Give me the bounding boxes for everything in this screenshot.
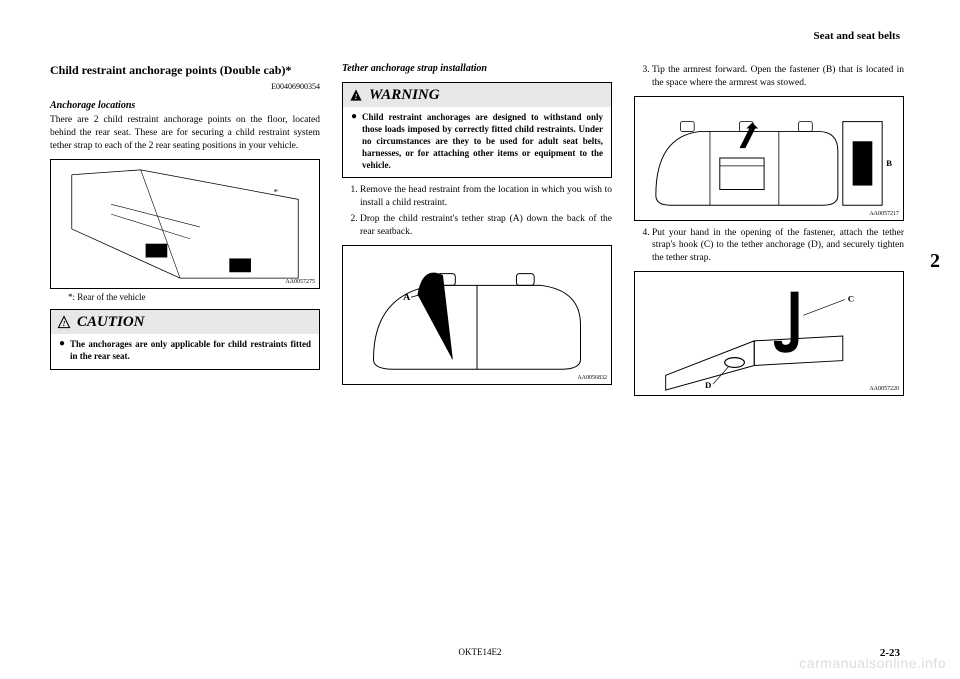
c2-step1: Remove the head restraint from the locat… xyxy=(360,184,612,210)
c1-title: Child restraint anchorage points (Double… xyxy=(50,62,320,78)
c1-ref: E00406900354 xyxy=(50,82,320,93)
watermark: carmanualsonline.info xyxy=(799,655,946,671)
c1-figure: * AA0057275 xyxy=(50,159,320,289)
warning-body: ● Child restraint anchorages are designe… xyxy=(343,107,611,178)
c2-fig-id: AA0056832 xyxy=(577,374,607,382)
c2-step2: Drop the child restraint's tether strap … xyxy=(360,213,612,239)
armrest-diagram-icon: B xyxy=(635,97,903,220)
c2-steps: Remove the head restraint from the locat… xyxy=(342,184,612,238)
svg-text:B: B xyxy=(886,158,892,168)
column-2: Tether anchorage strap installation ! WA… xyxy=(342,58,612,398)
hook-anchorage-diagram-icon: C D xyxy=(635,272,903,395)
warning-title-text: WARNING xyxy=(369,85,440,105)
anchorage-diagram-icon: * xyxy=(51,160,319,288)
caution-title-text: CAUTION xyxy=(77,312,145,332)
svg-text:*: * xyxy=(274,186,278,196)
tether-strap-diagram-icon: A xyxy=(343,246,611,384)
c3-step3: Tip the armrest forward. Open the fasten… xyxy=(652,64,904,90)
manual-page: Seat and seat belts Child restraint anch… xyxy=(0,0,960,679)
bullet-icon: ● xyxy=(351,112,357,172)
c1-fig-id: AA0057275 xyxy=(285,278,315,286)
warning-header: ! WARNING xyxy=(343,83,611,107)
c2-subtitle: Tether anchorage strap installation xyxy=(342,62,612,76)
caution-box: ! CAUTION ● The anchorages are only appl… xyxy=(50,309,320,370)
footer-center: OKTE14E2 xyxy=(459,647,502,657)
caution-text: The anchorages are only applicable for c… xyxy=(70,338,311,362)
caution-body: ● The anchorages are only applicable for… xyxy=(51,334,319,368)
c3-fig2-id: AA0057220 xyxy=(869,385,899,393)
warning-triangle-icon: ! xyxy=(349,88,363,102)
svg-text:A: A xyxy=(403,292,411,303)
c3-steps-b: Put your hand in the opening of the fast… xyxy=(634,227,904,265)
c2-figure: A AA0056832 xyxy=(342,245,612,385)
chapter-tab: 2 xyxy=(930,250,940,273)
c3-fig1-id: AA0057217 xyxy=(869,210,899,218)
column-3: Tip the armrest forward. Open the fasten… xyxy=(634,58,904,398)
c3-figure-2: C D AA0057220 xyxy=(634,271,904,396)
svg-text:C: C xyxy=(848,294,854,304)
svg-text:D: D xyxy=(705,380,711,390)
svg-text:!: ! xyxy=(63,319,66,328)
section-header: Seat and seat belts xyxy=(814,30,900,42)
c1-subtitle: Anchorage locations xyxy=(50,99,320,113)
svg-text:!: ! xyxy=(355,92,358,101)
warning-box: ! WARNING ● Child restraint anchorages a… xyxy=(342,82,612,179)
content-columns: Child restraint anchorage points (Double… xyxy=(50,58,910,398)
warning-text: Child restraint anchorages are designed … xyxy=(362,111,603,172)
c1-para: There are 2 child restraint anchorage po… xyxy=(50,114,320,152)
caution-header: ! CAUTION xyxy=(51,310,319,334)
caution-triangle-icon: ! xyxy=(57,315,71,329)
c1-fig-note: *: Rear of the vehicle xyxy=(68,291,320,303)
c3-figure-1: B AA0057217 xyxy=(634,96,904,221)
bullet-icon: ● xyxy=(59,339,65,362)
column-1: Child restraint anchorage points (Double… xyxy=(50,58,320,398)
c3-step4: Put your hand in the opening of the fast… xyxy=(652,227,904,265)
c3-steps-a: Tip the armrest forward. Open the fasten… xyxy=(634,64,904,90)
